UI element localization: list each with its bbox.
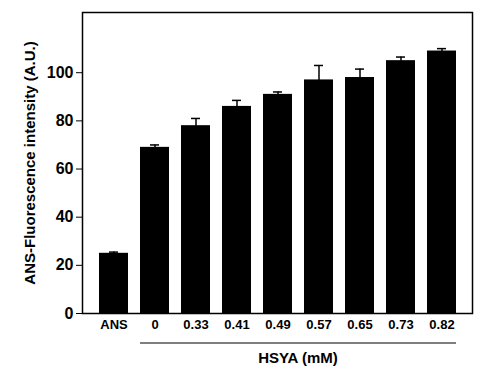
svg-text:HSYA (mM): HSYA (mM): [258, 349, 338, 366]
svg-text:0.65: 0.65: [347, 317, 372, 332]
svg-text:60: 60: [56, 160, 74, 177]
svg-text:0.57: 0.57: [306, 317, 331, 332]
svg-text:80: 80: [56, 112, 74, 129]
svg-text:ANS-Fluorescence intensity (A.: ANS-Fluorescence intensity (A.U.): [21, 41, 38, 284]
svg-text:0.82: 0.82: [429, 317, 454, 332]
svg-text:0.49: 0.49: [265, 317, 290, 332]
svg-text:0: 0: [151, 317, 158, 332]
svg-text:40: 40: [56, 208, 74, 225]
svg-text:100: 100: [47, 64, 74, 81]
svg-text:ANS: ANS: [100, 317, 128, 332]
svg-text:20: 20: [56, 256, 74, 273]
svg-text:0.73: 0.73: [388, 317, 413, 332]
svg-text:0.41: 0.41: [224, 317, 249, 332]
svg-text:0.33: 0.33: [183, 317, 208, 332]
svg-text:0: 0: [65, 305, 74, 322]
